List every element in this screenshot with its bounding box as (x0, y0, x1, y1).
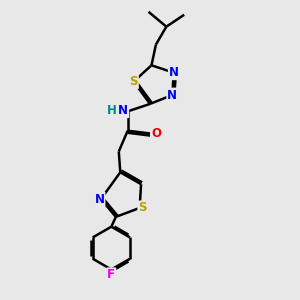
Text: S: S (129, 75, 138, 88)
Text: S: S (138, 202, 147, 214)
Text: O: O (151, 127, 161, 140)
Text: N: N (169, 66, 179, 79)
Text: N: N (118, 104, 128, 117)
Text: F: F (107, 268, 116, 281)
Text: N: N (167, 88, 177, 101)
Text: H: H (106, 104, 116, 117)
Text: N: N (94, 193, 104, 206)
